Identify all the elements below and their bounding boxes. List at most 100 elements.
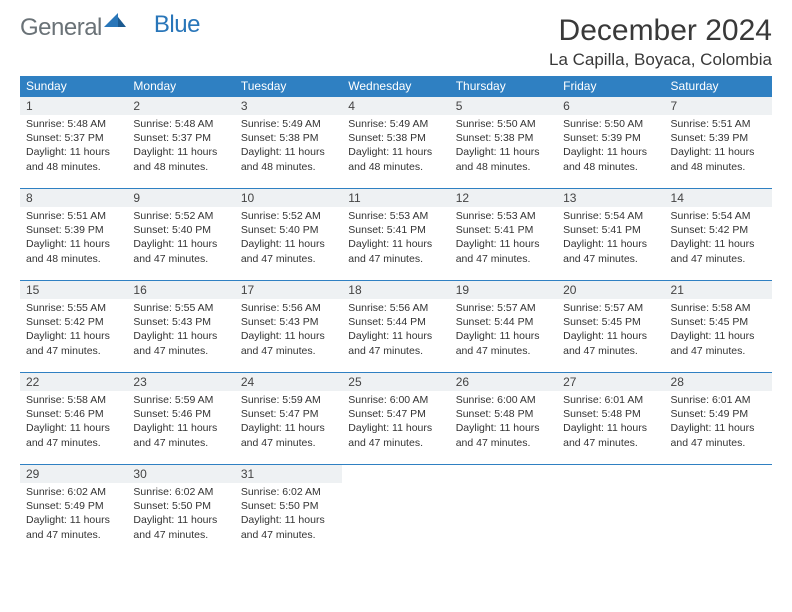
calendar-week-row: 1Sunrise: 5:48 AMSunset: 5:37 PMDaylight… bbox=[20, 97, 772, 189]
day-number: 10 bbox=[235, 189, 342, 207]
calendar-cell: 14Sunrise: 5:54 AMSunset: 5:42 PMDayligh… bbox=[665, 189, 772, 281]
calendar-cell: 1Sunrise: 5:48 AMSunset: 5:37 PMDaylight… bbox=[20, 97, 127, 189]
day-data: Sunrise: 5:55 AMSunset: 5:43 PMDaylight:… bbox=[127, 299, 234, 362]
day-data: Sunrise: 6:01 AMSunset: 5:48 PMDaylight:… bbox=[557, 391, 664, 454]
day-number: 9 bbox=[127, 189, 234, 207]
day-data: Sunrise: 5:52 AMSunset: 5:40 PMDaylight:… bbox=[127, 207, 234, 270]
day-number: 12 bbox=[450, 189, 557, 207]
day-data: Sunrise: 5:57 AMSunset: 5:45 PMDaylight:… bbox=[557, 299, 664, 362]
calendar-week-row: 29Sunrise: 6:02 AMSunset: 5:49 PMDayligh… bbox=[20, 465, 772, 557]
calendar-cell: 19Sunrise: 5:57 AMSunset: 5:44 PMDayligh… bbox=[450, 281, 557, 373]
day-data: Sunrise: 6:00 AMSunset: 5:47 PMDaylight:… bbox=[342, 391, 449, 454]
day-number: 4 bbox=[342, 97, 449, 115]
day-number: 30 bbox=[127, 465, 234, 483]
day-number: 25 bbox=[342, 373, 449, 391]
day-data: Sunrise: 5:56 AMSunset: 5:44 PMDaylight:… bbox=[342, 299, 449, 362]
location: La Capilla, Boyaca, Colombia bbox=[549, 50, 772, 70]
calendar-table: SundayMondayTuesdayWednesdayThursdayFrid… bbox=[20, 76, 772, 557]
month-title: December 2024 bbox=[549, 14, 772, 48]
weekday-header: Saturday bbox=[665, 76, 772, 97]
day-number: 28 bbox=[665, 373, 772, 391]
calendar-cell: 31Sunrise: 6:02 AMSunset: 5:50 PMDayligh… bbox=[235, 465, 342, 557]
weekday-header: Thursday bbox=[450, 76, 557, 97]
calendar-cell: 9Sunrise: 5:52 AMSunset: 5:40 PMDaylight… bbox=[127, 189, 234, 281]
day-number: 14 bbox=[665, 189, 772, 207]
calendar-cell: 13Sunrise: 5:54 AMSunset: 5:41 PMDayligh… bbox=[557, 189, 664, 281]
day-data: Sunrise: 5:59 AMSunset: 5:46 PMDaylight:… bbox=[127, 391, 234, 454]
day-number: 3 bbox=[235, 97, 342, 115]
day-number: 22 bbox=[20, 373, 127, 391]
day-data: Sunrise: 5:53 AMSunset: 5:41 PMDaylight:… bbox=[450, 207, 557, 270]
calendar-cell: 25Sunrise: 6:00 AMSunset: 5:47 PMDayligh… bbox=[342, 373, 449, 465]
calendar-week-row: 15Sunrise: 5:55 AMSunset: 5:42 PMDayligh… bbox=[20, 281, 772, 373]
day-data: Sunrise: 5:51 AMSunset: 5:39 PMDaylight:… bbox=[20, 207, 127, 270]
day-number: 8 bbox=[20, 189, 127, 207]
calendar-cell: 6Sunrise: 5:50 AMSunset: 5:39 PMDaylight… bbox=[557, 97, 664, 189]
calendar-cell bbox=[557, 465, 664, 557]
calendar-cell: 28Sunrise: 6:01 AMSunset: 5:49 PMDayligh… bbox=[665, 373, 772, 465]
day-number: 15 bbox=[20, 281, 127, 299]
day-data: Sunrise: 5:48 AMSunset: 5:37 PMDaylight:… bbox=[127, 115, 234, 178]
calendar-body: 1Sunrise: 5:48 AMSunset: 5:37 PMDaylight… bbox=[20, 97, 772, 557]
day-data: Sunrise: 6:02 AMSunset: 5:50 PMDaylight:… bbox=[235, 483, 342, 546]
day-data: Sunrise: 5:53 AMSunset: 5:41 PMDaylight:… bbox=[342, 207, 449, 270]
weekday-header-row: SundayMondayTuesdayWednesdayThursdayFrid… bbox=[20, 76, 772, 97]
calendar-cell: 17Sunrise: 5:56 AMSunset: 5:43 PMDayligh… bbox=[235, 281, 342, 373]
header: General Blue December 2024 La Capilla, B… bbox=[20, 14, 772, 70]
day-number: 5 bbox=[450, 97, 557, 115]
day-data: Sunrise: 6:00 AMSunset: 5:48 PMDaylight:… bbox=[450, 391, 557, 454]
day-number: 21 bbox=[665, 281, 772, 299]
day-data: Sunrise: 5:50 AMSunset: 5:39 PMDaylight:… bbox=[557, 115, 664, 178]
calendar-week-row: 8Sunrise: 5:51 AMSunset: 5:39 PMDaylight… bbox=[20, 189, 772, 281]
calendar-cell: 29Sunrise: 6:02 AMSunset: 5:49 PMDayligh… bbox=[20, 465, 127, 557]
calendar-cell: 22Sunrise: 5:58 AMSunset: 5:46 PMDayligh… bbox=[20, 373, 127, 465]
day-number: 26 bbox=[450, 373, 557, 391]
day-number: 2 bbox=[127, 97, 234, 115]
logo-text-1: General bbox=[20, 14, 102, 42]
logo-icon bbox=[104, 10, 126, 38]
calendar-cell: 24Sunrise: 5:59 AMSunset: 5:47 PMDayligh… bbox=[235, 373, 342, 465]
calendar-cell: 5Sunrise: 5:50 AMSunset: 5:38 PMDaylight… bbox=[450, 97, 557, 189]
day-data: Sunrise: 5:59 AMSunset: 5:47 PMDaylight:… bbox=[235, 391, 342, 454]
calendar-cell: 2Sunrise: 5:48 AMSunset: 5:37 PMDaylight… bbox=[127, 97, 234, 189]
day-data: Sunrise: 5:55 AMSunset: 5:42 PMDaylight:… bbox=[20, 299, 127, 362]
calendar-cell bbox=[450, 465, 557, 557]
day-number: 7 bbox=[665, 97, 772, 115]
calendar-week-row: 22Sunrise: 5:58 AMSunset: 5:46 PMDayligh… bbox=[20, 373, 772, 465]
day-data: Sunrise: 5:51 AMSunset: 5:39 PMDaylight:… bbox=[665, 115, 772, 178]
day-number: 13 bbox=[557, 189, 664, 207]
calendar-cell: 30Sunrise: 6:02 AMSunset: 5:50 PMDayligh… bbox=[127, 465, 234, 557]
day-data: Sunrise: 6:01 AMSunset: 5:49 PMDaylight:… bbox=[665, 391, 772, 454]
day-data: Sunrise: 6:02 AMSunset: 5:49 PMDaylight:… bbox=[20, 483, 127, 546]
day-data: Sunrise: 5:57 AMSunset: 5:44 PMDaylight:… bbox=[450, 299, 557, 362]
calendar-cell bbox=[665, 465, 772, 557]
calendar-cell: 8Sunrise: 5:51 AMSunset: 5:39 PMDaylight… bbox=[20, 189, 127, 281]
day-data: Sunrise: 6:02 AMSunset: 5:50 PMDaylight:… bbox=[127, 483, 234, 546]
calendar-cell: 4Sunrise: 5:49 AMSunset: 5:38 PMDaylight… bbox=[342, 97, 449, 189]
day-number: 19 bbox=[450, 281, 557, 299]
weekday-header: Tuesday bbox=[235, 76, 342, 97]
day-number: 17 bbox=[235, 281, 342, 299]
day-data: Sunrise: 5:50 AMSunset: 5:38 PMDaylight:… bbox=[450, 115, 557, 178]
day-number: 31 bbox=[235, 465, 342, 483]
day-number: 11 bbox=[342, 189, 449, 207]
day-number: 23 bbox=[127, 373, 234, 391]
day-number: 6 bbox=[557, 97, 664, 115]
day-number: 27 bbox=[557, 373, 664, 391]
day-number: 18 bbox=[342, 281, 449, 299]
day-data: Sunrise: 5:56 AMSunset: 5:43 PMDaylight:… bbox=[235, 299, 342, 362]
calendar-cell bbox=[342, 465, 449, 557]
day-number: 20 bbox=[557, 281, 664, 299]
logo-text-2: Blue bbox=[154, 11, 200, 39]
day-number: 16 bbox=[127, 281, 234, 299]
day-data: Sunrise: 5:54 AMSunset: 5:41 PMDaylight:… bbox=[557, 207, 664, 270]
day-data: Sunrise: 5:52 AMSunset: 5:40 PMDaylight:… bbox=[235, 207, 342, 270]
day-data: Sunrise: 5:54 AMSunset: 5:42 PMDaylight:… bbox=[665, 207, 772, 270]
calendar-cell: 27Sunrise: 6:01 AMSunset: 5:48 PMDayligh… bbox=[557, 373, 664, 465]
calendar-cell: 15Sunrise: 5:55 AMSunset: 5:42 PMDayligh… bbox=[20, 281, 127, 373]
day-data: Sunrise: 5:58 AMSunset: 5:46 PMDaylight:… bbox=[20, 391, 127, 454]
day-data: Sunrise: 5:49 AMSunset: 5:38 PMDaylight:… bbox=[235, 115, 342, 178]
calendar-cell: 21Sunrise: 5:58 AMSunset: 5:45 PMDayligh… bbox=[665, 281, 772, 373]
calendar-cell: 20Sunrise: 5:57 AMSunset: 5:45 PMDayligh… bbox=[557, 281, 664, 373]
day-number: 24 bbox=[235, 373, 342, 391]
